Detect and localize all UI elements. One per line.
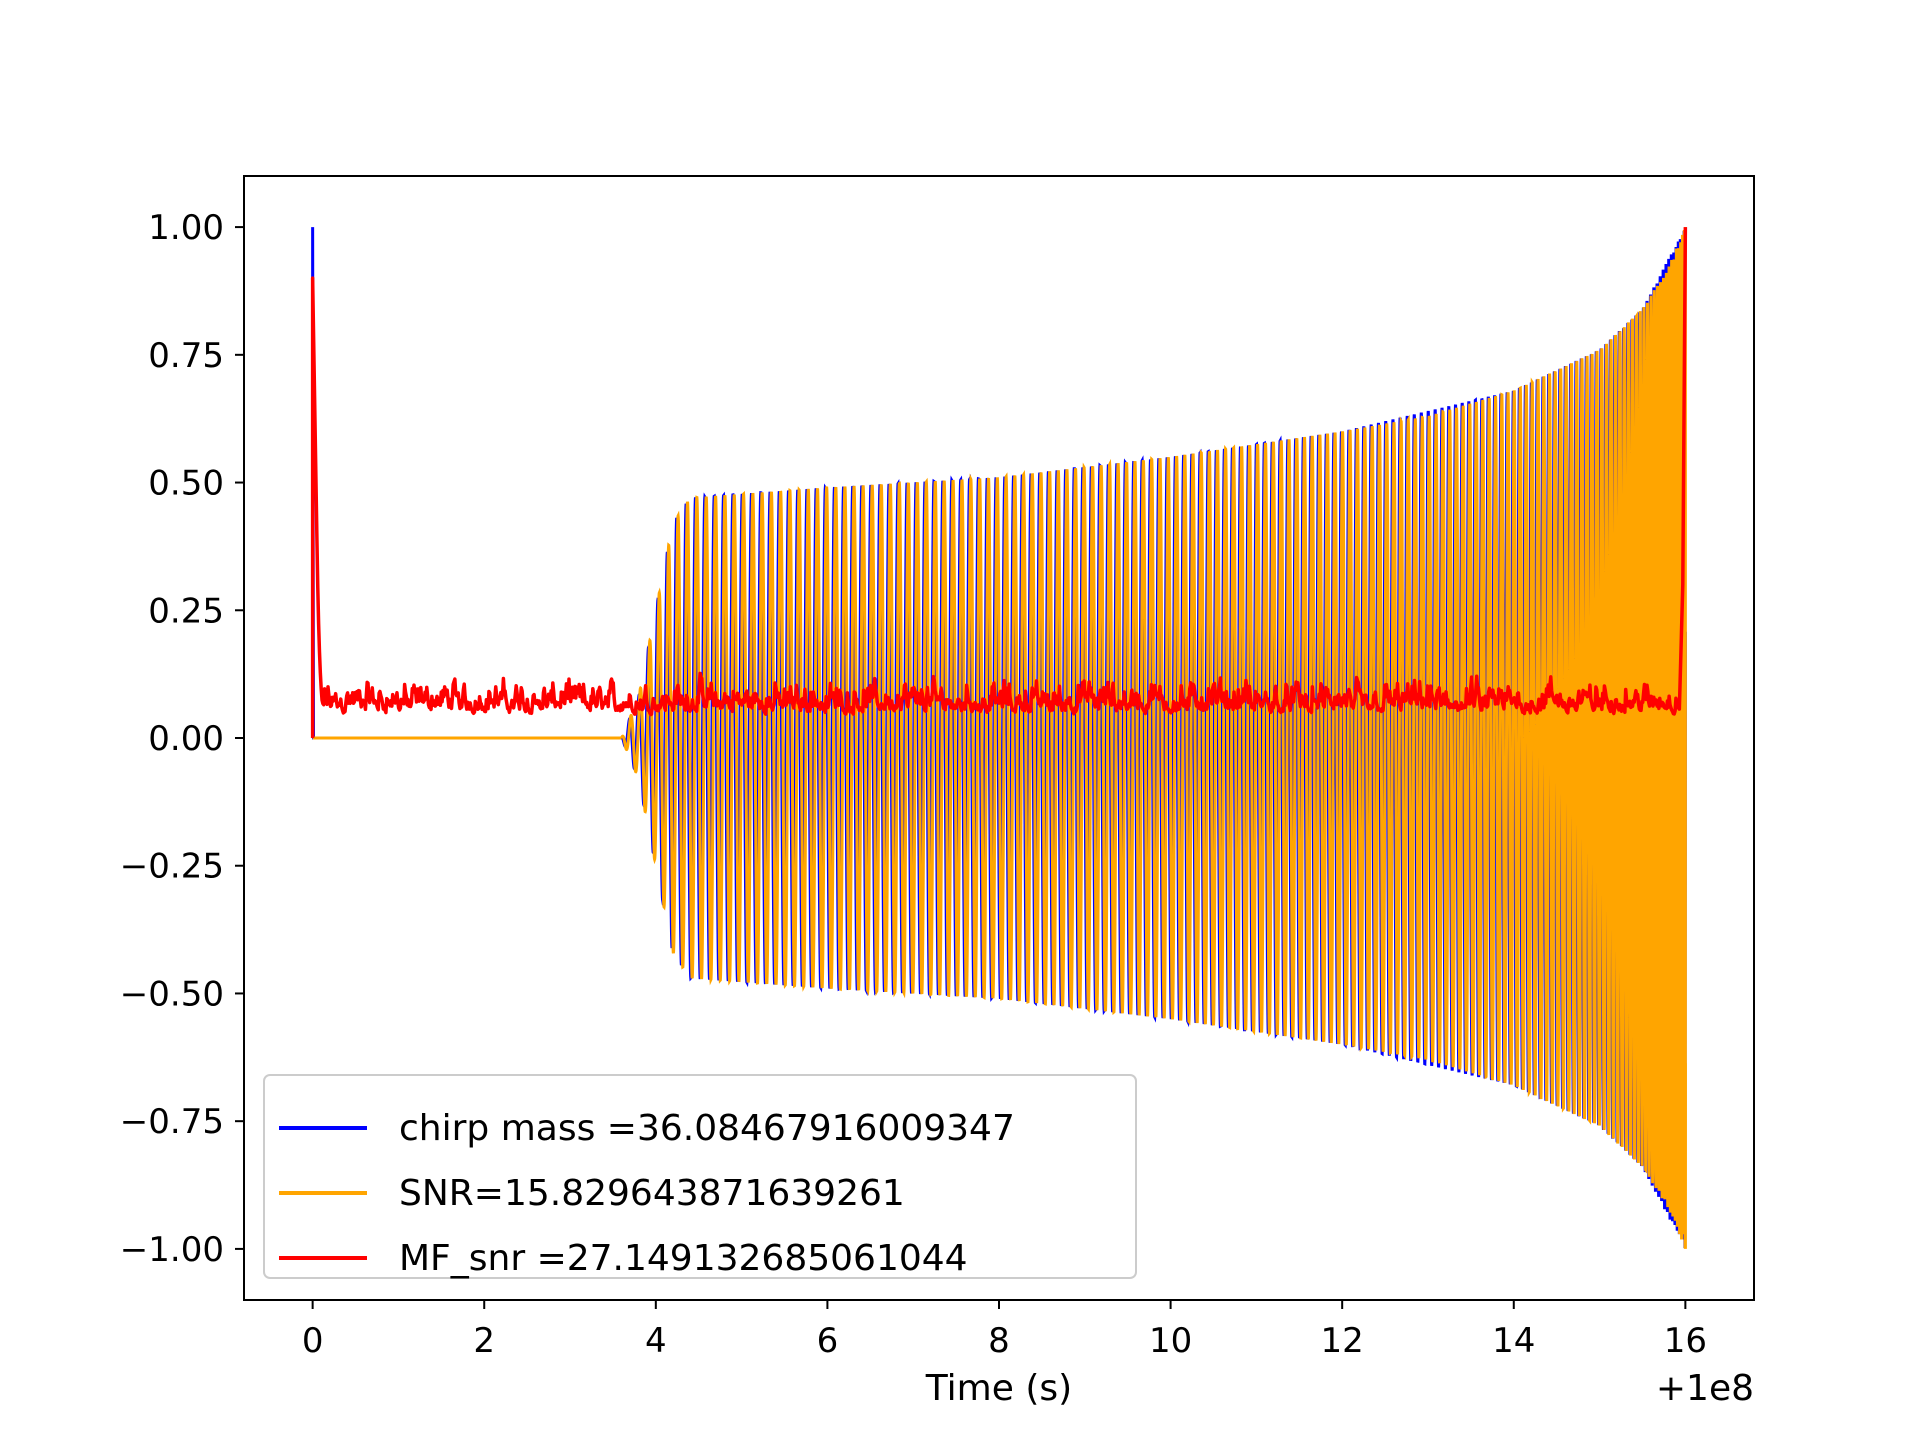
mf-snr-line bbox=[310, 227, 1688, 738]
x-tick-label: 6 bbox=[817, 1321, 839, 1361]
y-tick-label: −0.50 bbox=[120, 974, 224, 1014]
y-axis: 1.00 0.75 0.50 0.25 0.00 −0.25 −0.50 −0.75 −1.00 bbox=[120, 208, 244, 1270]
y-tick-label: 0.75 bbox=[148, 336, 224, 376]
y-tick-label: 1.00 bbox=[148, 208, 224, 248]
x-tick-label: 16 bbox=[1664, 1321, 1707, 1361]
x-axis-offset-label: +1e8 bbox=[1656, 1368, 1754, 1409]
y-tick-label: −0.75 bbox=[120, 1102, 224, 1142]
legend: chirp mass =36.08467916009347 SNR=15.8296… bbox=[263, 1074, 1137, 1279]
y-tick-label: −1.00 bbox=[120, 1230, 224, 1270]
legend-entry-label: MF_snr =27.149132685061044 bbox=[399, 1238, 968, 1279]
legend-entry-label: SNR=15.829643871639261 bbox=[399, 1173, 905, 1214]
x-tick-label: 12 bbox=[1321, 1321, 1364, 1361]
legend-entry-label: chirp mass =36.08467916009347 bbox=[399, 1108, 1015, 1149]
plot-area bbox=[310, 227, 1688, 1249]
x-tick-label: 14 bbox=[1492, 1321, 1535, 1361]
legend-box bbox=[263, 1074, 1137, 1279]
x-tick-label: 8 bbox=[988, 1321, 1010, 1361]
chirp-mass-line-start bbox=[311, 227, 622, 740]
y-tick-label: 0.50 bbox=[148, 464, 224, 504]
x-tick-label: 0 bbox=[302, 1321, 324, 1361]
y-tick-label: −0.25 bbox=[120, 847, 224, 887]
snr-line bbox=[620, 229, 1687, 1249]
x-tick-label: 4 bbox=[645, 1321, 667, 1361]
y-tick-label: 0.00 bbox=[148, 719, 224, 759]
y-tick-label: 0.25 bbox=[148, 591, 224, 631]
x-axis: 0 2 4 6 8 10 12 14 16 bbox=[302, 1300, 1707, 1361]
x-tick-label: 2 bbox=[473, 1321, 495, 1361]
series-mf-snr bbox=[310, 227, 1688, 738]
x-axis-label: Time (s) bbox=[925, 1368, 1072, 1409]
x-tick-label: 10 bbox=[1149, 1321, 1192, 1361]
